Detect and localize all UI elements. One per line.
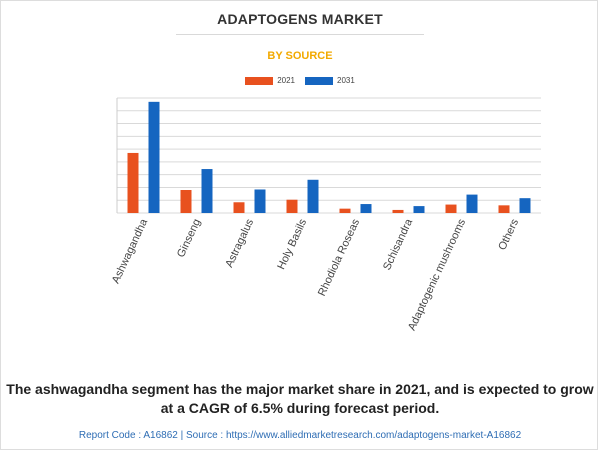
chart-caption: The ashwagandha segment has the major ma… <box>6 381 594 416</box>
legend-label-2021: 2021 <box>277 76 295 85</box>
x-tick-label: Ashwagandha <box>110 216 151 285</box>
bar-2031-ginseng <box>201 169 213 213</box>
x-tick-label: Rhodiola Roseas <box>316 217 362 298</box>
source-line: Report Code : A16862 | Source : https://… <box>78 430 522 441</box>
bar-2031-ashwagandha <box>148 101 160 213</box>
x-tick-label: Adaptogenic mushrooms <box>406 217 469 333</box>
x-tick-label: Schisandra <box>381 216 416 272</box>
bar-2031-others <box>519 198 531 213</box>
bar-chart: Ashwagandha Ginseng Astragalus Holy Basils R… <box>110 97 541 333</box>
bar-2031-rhodiola-roseas <box>360 204 372 213</box>
legend-item-2031: 2031 <box>305 76 355 85</box>
x-tick-label: Astragalus <box>223 217 256 270</box>
chart-title: ADAPTOGENS MARKET <box>217 11 383 27</box>
bar-2021-holy-basils <box>286 199 298 213</box>
bar-2031-schisandra <box>413 206 425 213</box>
bar-2031-holy-basils <box>307 179 319 213</box>
bar-2021-astragalus <box>233 202 245 213</box>
legend-swatch-2031 <box>305 76 333 85</box>
bar-2021-schisandra <box>392 209 404 213</box>
chart-subtitle: BY SOURCE <box>267 50 333 62</box>
title-divider <box>176 34 424 35</box>
x-tick-label: Holy Basils <box>275 217 309 272</box>
bar-2031-adaptogenic-mushrooms <box>466 194 478 213</box>
legend-item-2021: 2021 <box>245 76 295 85</box>
bar-2031-astragalus <box>254 189 266 213</box>
bar-2021-rhodiola-roseas <box>339 208 351 213</box>
legend-swatch-2021 <box>245 76 274 85</box>
bar-2021-ginseng <box>180 190 192 213</box>
bar-2021-ashwagandha <box>127 152 139 213</box>
legend: 2021 2031 <box>0 76 600 85</box>
bar-2021-adaptogenic-mushrooms <box>445 204 457 213</box>
x-tick-label: Ginseng <box>175 217 203 259</box>
bar-2021-others <box>498 205 510 213</box>
x-tick-label: Others <box>496 217 521 252</box>
legend-label-2031: 2031 <box>337 76 355 85</box>
